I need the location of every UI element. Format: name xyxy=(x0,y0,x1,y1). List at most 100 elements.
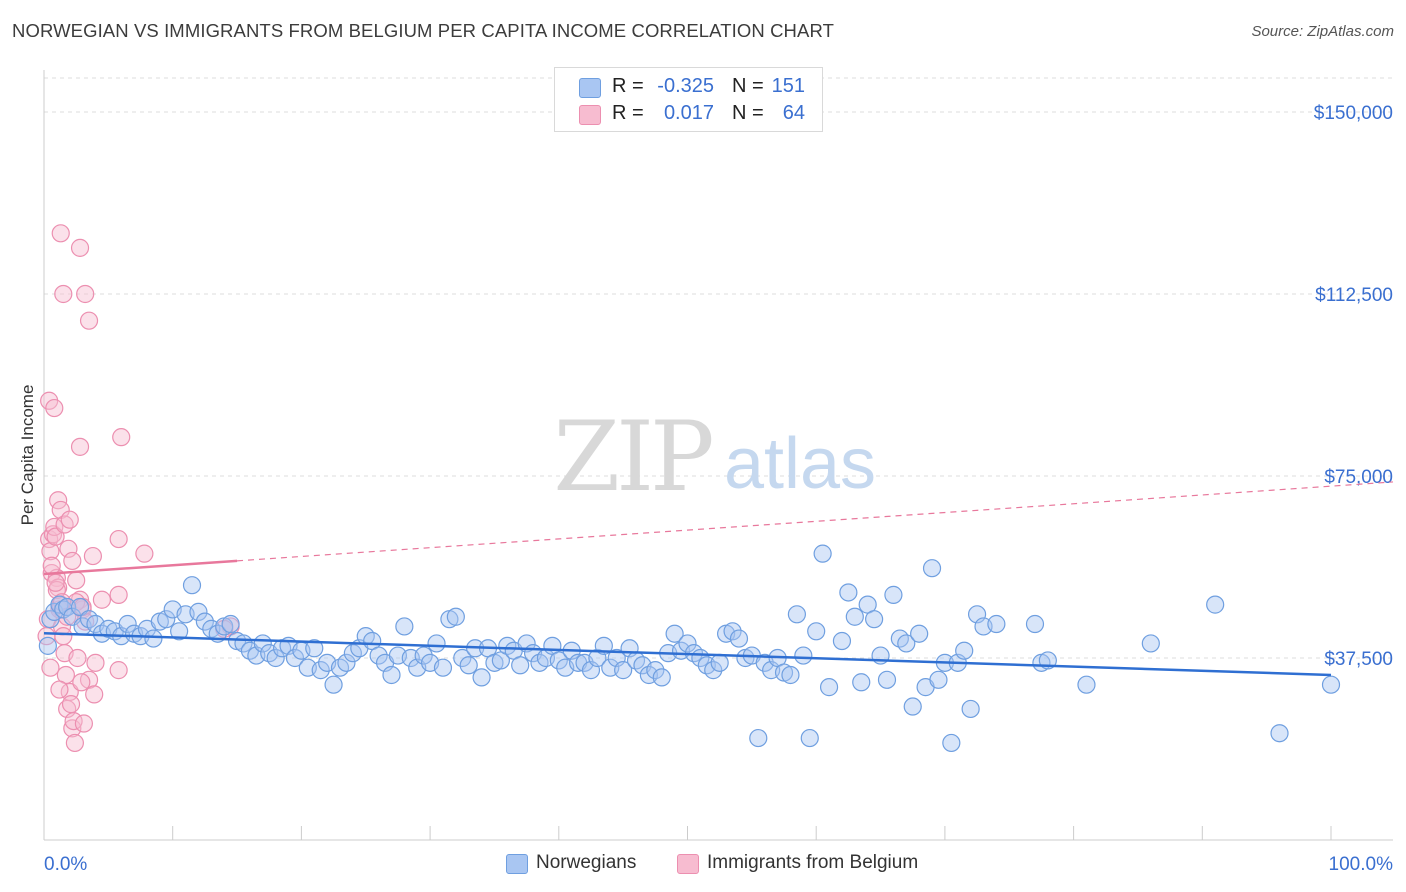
data-point xyxy=(109,661,128,680)
x-tick-label-min: 0.0% xyxy=(44,854,87,875)
stats-legend: R = -0.325 N = 151 R = 0.017 N = 64 xyxy=(554,67,823,132)
data-point xyxy=(369,646,388,665)
data-point xyxy=(85,685,104,704)
data-point xyxy=(195,612,214,631)
data-point xyxy=(382,665,401,685)
data-point xyxy=(58,597,77,617)
data-point xyxy=(38,636,57,655)
data-point xyxy=(433,658,453,677)
data-point xyxy=(852,673,871,692)
y-tick-label: $75,000 xyxy=(1324,467,1393,488)
data-point xyxy=(646,661,665,680)
data-point xyxy=(427,634,446,653)
data-point xyxy=(903,697,922,716)
data-point xyxy=(839,583,858,602)
legend-n-label: N = xyxy=(732,75,764,97)
data-point xyxy=(72,673,91,692)
data-point xyxy=(109,585,128,604)
y-tick-label: $150,000 xyxy=(1314,103,1393,124)
data-point xyxy=(414,646,433,665)
legend-r-value: 0.017 xyxy=(663,102,714,124)
data-point xyxy=(1270,724,1289,743)
data-point xyxy=(135,544,154,563)
data-point xyxy=(51,224,70,243)
trend-line-belgium-solid xyxy=(43,559,238,576)
data-point xyxy=(877,670,897,689)
data-point xyxy=(729,629,749,648)
data-point xyxy=(922,559,942,578)
legend-n-label: N = xyxy=(732,102,764,124)
watermark: ZIP atlas xyxy=(553,401,876,513)
data-point xyxy=(182,576,202,595)
data-point xyxy=(157,610,176,629)
data-point xyxy=(987,614,1006,634)
data-point xyxy=(311,661,330,680)
data-point xyxy=(1206,595,1225,614)
data-point xyxy=(112,428,131,447)
legend-r-label: R = xyxy=(612,75,644,97)
data-point xyxy=(118,614,137,634)
data-point xyxy=(55,515,74,534)
data-point xyxy=(787,605,806,624)
data-point xyxy=(59,539,78,558)
data-point xyxy=(109,529,128,549)
data-point xyxy=(1077,675,1096,694)
data-point xyxy=(74,714,93,733)
data-point xyxy=(83,546,103,566)
legend-n-value: 151 xyxy=(771,75,805,97)
y-tick-label: $37,500 xyxy=(1324,649,1393,670)
data-point xyxy=(794,646,813,665)
data-point xyxy=(549,651,568,670)
data-point xyxy=(819,678,839,697)
data-point xyxy=(285,648,305,668)
y-axis-label: Per Capita Income xyxy=(18,385,37,526)
data-point xyxy=(76,284,95,304)
data-point xyxy=(43,525,63,544)
data-point xyxy=(70,238,90,257)
watermark-atlas: atlas xyxy=(724,424,876,504)
x-tick-label-max: 100.0% xyxy=(1329,854,1394,875)
data-point xyxy=(749,728,768,748)
data-point xyxy=(665,624,684,643)
data-point xyxy=(955,641,974,660)
data-point xyxy=(813,544,832,563)
data-point xyxy=(63,719,82,738)
series-norwegians-points xyxy=(38,544,1341,753)
data-point xyxy=(459,656,478,675)
data-point xyxy=(65,733,84,753)
data-point xyxy=(942,733,961,753)
data-point xyxy=(710,653,729,672)
data-point xyxy=(86,653,105,672)
legend-swatch-pink xyxy=(579,105,601,125)
data-point xyxy=(42,556,61,575)
gridlines xyxy=(44,77,1393,659)
data-point xyxy=(189,602,208,621)
data-point xyxy=(652,668,671,687)
source-label: Source: ZipAtlas.com xyxy=(1251,23,1394,40)
data-point xyxy=(92,590,112,609)
data-point xyxy=(45,398,64,418)
data-point xyxy=(961,699,980,719)
data-point xyxy=(807,622,826,641)
series-belgium-points xyxy=(37,224,240,753)
data-point xyxy=(395,617,414,636)
legend-r-label: R = xyxy=(612,102,644,124)
data-point xyxy=(60,510,79,529)
data-point xyxy=(897,634,916,653)
data-point xyxy=(54,284,73,304)
data-point xyxy=(678,634,697,653)
data-point xyxy=(61,695,81,714)
data-point xyxy=(337,653,356,672)
data-point xyxy=(1141,634,1160,653)
axes xyxy=(43,70,1393,841)
legend-r-value: -0.325 xyxy=(657,75,714,97)
data-point xyxy=(70,597,90,617)
legend-swatch-blue xyxy=(506,854,528,874)
data-point xyxy=(67,571,86,590)
data-point xyxy=(1321,675,1341,694)
data-point xyxy=(70,437,90,456)
data-point xyxy=(79,311,99,330)
legend-label: Norwegians xyxy=(536,852,637,873)
y-tick-label: $112,500 xyxy=(1315,285,1393,306)
